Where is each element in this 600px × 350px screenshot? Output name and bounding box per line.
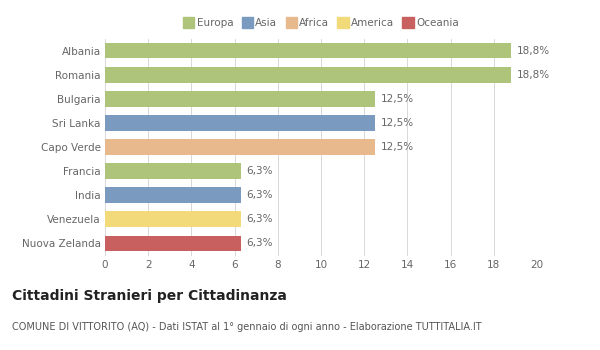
Bar [105,67,511,83]
Text: 6,3%: 6,3% [247,190,273,200]
Bar [105,43,511,58]
Bar [105,211,241,227]
Bar [105,91,375,107]
Bar [105,139,375,155]
Text: 6,3%: 6,3% [247,214,273,224]
Bar [105,163,241,179]
Text: 12,5%: 12,5% [380,118,413,128]
Text: 6,3%: 6,3% [247,238,273,248]
Bar [105,115,375,131]
Bar [105,236,241,251]
Text: Cittadini Stranieri per Cittadinanza: Cittadini Stranieri per Cittadinanza [12,289,287,303]
Legend: Europa, Asia, Africa, America, Oceania: Europa, Asia, Africa, America, Oceania [181,16,461,30]
Text: 18,8%: 18,8% [517,46,550,56]
Text: 12,5%: 12,5% [380,94,413,104]
Bar [105,187,241,203]
Text: COMUNE DI VITTORITO (AQ) - Dati ISTAT al 1° gennaio di ogni anno - Elaborazione : COMUNE DI VITTORITO (AQ) - Dati ISTAT al… [12,322,482,332]
Text: 18,8%: 18,8% [517,70,550,80]
Text: 12,5%: 12,5% [380,142,413,152]
Text: 6,3%: 6,3% [247,166,273,176]
